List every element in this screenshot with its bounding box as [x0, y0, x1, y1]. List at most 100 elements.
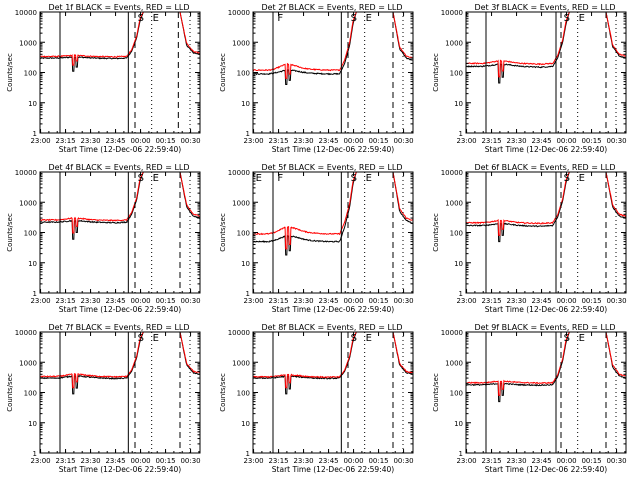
- y-tick-label: 1000: [232, 199, 250, 207]
- plot-frame: [465, 11, 627, 134]
- y-tick-label: 10: [241, 420, 250, 428]
- y-tick-label: 100: [450, 230, 463, 238]
- marker-label: F: [277, 13, 283, 24]
- x-tick-label: 00:00: [556, 137, 576, 145]
- y-tick-label: 10: [454, 100, 463, 108]
- y-tick-label: 10000: [441, 329, 463, 337]
- y-tick-label: 1000: [19, 199, 37, 207]
- x-tick-label: 23:45: [531, 457, 551, 465]
- y-tick-label: 10000: [15, 329, 37, 337]
- y-tick-label: 10: [454, 260, 463, 268]
- marker-label: S: [138, 333, 144, 344]
- x-tick-label: 00:30: [180, 457, 200, 465]
- x-tick-label: 23:30: [506, 457, 526, 465]
- x-tick-label: 23:15: [268, 297, 288, 305]
- events-series-line: [253, 332, 413, 395]
- x-tick-label: 23:45: [318, 297, 338, 305]
- y-tick-label: 100: [237, 390, 250, 398]
- x-tick-label: 23:15: [55, 137, 75, 145]
- y-tick-label: 1: [33, 450, 37, 458]
- x-tick-label: 23:45: [531, 137, 551, 145]
- y-axis-label: Counts/sec: [6, 213, 14, 252]
- events-series-line: [466, 172, 626, 243]
- plot-frame: [465, 171, 627, 294]
- marker-label: E: [366, 13, 372, 24]
- x-tick-label: 23:15: [55, 457, 75, 465]
- y-tick-label: 10000: [15, 169, 37, 177]
- marker-label: S: [564, 13, 570, 24]
- marker-label: F: [277, 173, 283, 184]
- x-tick-label: 23:00: [456, 457, 476, 465]
- plot-frame: [252, 331, 414, 454]
- y-axis-label: Counts/sec: [6, 373, 14, 412]
- x-tick-label: 23:45: [531, 297, 551, 305]
- panel-title: Det 5f BLACK = Events, RED = LLD: [261, 163, 402, 172]
- plot-frame: [465, 331, 627, 454]
- panel-title: Det 2f BLACK = Events, RED = LLD: [261, 3, 402, 12]
- panel-title: Det 7f BLACK = Events, RED = LLD: [48, 323, 189, 332]
- x-tick-label: 00:30: [393, 457, 413, 465]
- y-tick-label: 100: [24, 230, 37, 238]
- y-tick-label: 1: [33, 290, 37, 298]
- x-tick-label: 00:00: [130, 457, 150, 465]
- events-series-line: [40, 332, 200, 395]
- x-tick-label: 23:00: [243, 457, 263, 465]
- x-tick-label: 00:15: [155, 457, 175, 465]
- x-tick-label: 00:30: [606, 297, 626, 305]
- y-axis-label: Counts/sec: [432, 373, 440, 412]
- panel-title: Det 1f BLACK = Events, RED = LLD: [48, 3, 189, 12]
- lld-series-line: [40, 172, 200, 234]
- panel-title: Det 9f BLACK = Events, RED = LLD: [474, 323, 615, 332]
- x-tick-label: 23:00: [30, 297, 50, 305]
- events-series-line: [40, 12, 200, 72]
- marker-label: E: [579, 173, 585, 184]
- y-tick-label: 1000: [19, 359, 37, 367]
- x-tick-label: 23:15: [481, 137, 501, 145]
- marker-label: S: [351, 333, 357, 344]
- x-tick-label: 23:15: [55, 297, 75, 305]
- x-tick-label: 23:00: [30, 457, 50, 465]
- x-axis-label: Start Time (12-Dec-06 22:59:40): [485, 305, 607, 314]
- marker-label: S: [138, 13, 144, 24]
- y-tick-label: 10000: [15, 9, 37, 17]
- y-tick-label: 1: [246, 290, 250, 298]
- y-tick-label: 10: [454, 420, 463, 428]
- x-tick-label: 00:00: [343, 457, 363, 465]
- y-tick-label: 1: [33, 130, 37, 138]
- x-tick-label: 00:15: [368, 297, 388, 305]
- y-tick-label: 10: [241, 100, 250, 108]
- y-tick-label: 10000: [441, 9, 463, 17]
- y-axis-label: Counts/sec: [219, 53, 227, 92]
- marker-label: S: [564, 333, 570, 344]
- x-axis-label: Start Time (12-Dec-06 22:59:40): [272, 465, 394, 474]
- y-tick-label: 1: [246, 130, 250, 138]
- y-axis-label: Counts/sec: [6, 53, 14, 92]
- x-tick-label: 23:00: [243, 297, 263, 305]
- x-tick-label: 00:15: [581, 297, 601, 305]
- x-tick-label: 23:30: [80, 137, 100, 145]
- x-tick-label: 00:00: [343, 137, 363, 145]
- marker-label: S: [564, 173, 570, 184]
- marker-label: S: [351, 13, 357, 24]
- x-tick-label: 23:15: [268, 137, 288, 145]
- lld-series-line: [466, 12, 626, 78]
- x-tick-label: 23:30: [293, 297, 313, 305]
- x-tick-label: 23:15: [481, 457, 501, 465]
- x-tick-label: 00:00: [343, 297, 363, 305]
- y-tick-label: 1000: [19, 39, 37, 47]
- lld-series-line: [40, 12, 200, 66]
- y-tick-label: 10: [28, 100, 37, 108]
- x-tick-label: 23:45: [318, 137, 338, 145]
- y-tick-label: 1: [246, 450, 250, 458]
- x-tick-label: 00:15: [368, 137, 388, 145]
- lld-series-line: [466, 332, 626, 396]
- marker-label: E: [579, 333, 585, 344]
- x-tick-label: 00:00: [130, 137, 150, 145]
